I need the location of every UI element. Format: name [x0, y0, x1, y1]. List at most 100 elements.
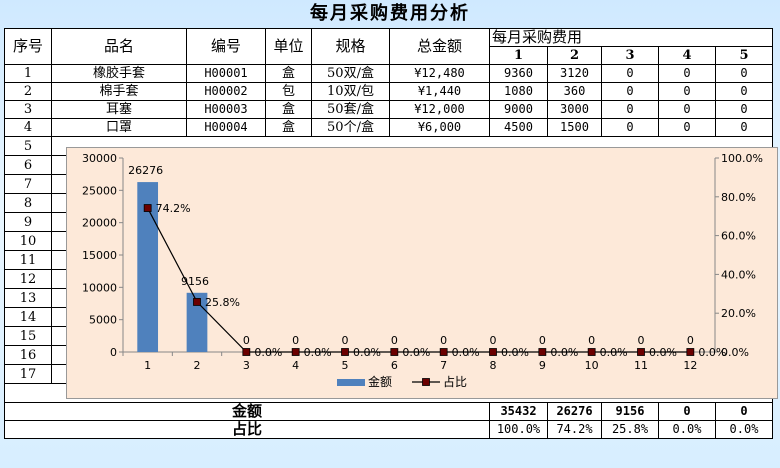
- cell-month[interactable]: 0: [658, 100, 716, 119]
- cell-unit[interactable]: 盒: [265, 118, 312, 137]
- cell-month[interactable]: 9360: [489, 64, 548, 83]
- header-seq[interactable]: 序号: [4, 28, 52, 65]
- cell-month[interactable]: 4500: [489, 118, 548, 137]
- cell-seq[interactable]: 16: [4, 345, 52, 365]
- cell-month[interactable]: 360: [547, 82, 602, 101]
- header-total[interactable]: 总金额: [389, 28, 490, 65]
- line-point: [538, 348, 547, 356]
- cell-code[interactable]: H00004: [186, 118, 266, 137]
- header-month[interactable]: 3: [601, 46, 659, 65]
- cell-spec[interactable]: 50个/盒: [311, 118, 390, 137]
- bar-data-label: 0: [292, 334, 299, 347]
- cell-month[interactable]: 0: [601, 64, 659, 83]
- header-unit[interactable]: 单位: [265, 28, 312, 65]
- cell-spec[interactable]: 10双/包: [311, 82, 390, 101]
- x-tick-label: 10: [585, 359, 599, 372]
- cell-total[interactable]: ¥6,000: [389, 118, 490, 137]
- bar-data-label: 0: [687, 334, 694, 347]
- y-right-tick-label: 80.0%: [721, 191, 756, 204]
- y-left-tick-label: 30000: [82, 152, 117, 165]
- cell-unit[interactable]: 盒: [265, 64, 312, 83]
- cell-month[interactable]: 9000: [489, 100, 548, 119]
- header-spec[interactable]: 规格: [311, 28, 390, 65]
- cell-total[interactable]: ¥12,000: [389, 100, 490, 119]
- header-month[interactable]: 2: [547, 46, 602, 65]
- cell-seq[interactable]: 7: [4, 174, 52, 194]
- cell-month[interactable]: 0: [601, 100, 659, 119]
- cell-month[interactable]: 3120: [547, 64, 602, 83]
- purchase-chart[interactable]: 0 5000 10000 15000 20000 25000 30000 0.0% 20.0% 4…: [66, 147, 778, 399]
- cell-month[interactable]: 0: [658, 118, 716, 137]
- summary-amount-month[interactable]: 9156: [601, 402, 659, 421]
- summary-ratio-month[interactable]: 0.0%: [715, 420, 773, 439]
- summary-amount-total[interactable]: 35432: [489, 402, 548, 421]
- summary-amount-month[interactable]: 0: [658, 402, 716, 421]
- cell-seq[interactable]: 11: [4, 250, 52, 270]
- cell-seq[interactable]: 8: [4, 193, 52, 213]
- summary-ratio-total[interactable]: 100.0%: [489, 420, 548, 439]
- cell-seq[interactable]: 5: [4, 136, 52, 156]
- header-month[interactable]: 5: [715, 46, 773, 65]
- cell-month[interactable]: 0: [715, 64, 773, 83]
- cell-seq[interactable]: 4: [4, 118, 52, 137]
- cell-code[interactable]: H00002: [186, 82, 266, 101]
- cell-name[interactable]: 棉手套: [51, 82, 187, 101]
- x-tick-label: 5: [342, 359, 349, 372]
- cell-month[interactable]: 0: [658, 82, 716, 101]
- y-left-tick-label: 5000: [89, 314, 117, 327]
- cell-month[interactable]: 0: [658, 64, 716, 83]
- cell-month[interactable]: 0: [601, 118, 659, 137]
- line-data-label: 25.8%: [205, 296, 240, 309]
- cell-seq[interactable]: 15: [4, 326, 52, 346]
- header-month[interactable]: 4: [658, 46, 716, 65]
- cell-spec[interactable]: 50套/盒: [311, 100, 390, 119]
- header-name[interactable]: 品名: [51, 28, 187, 65]
- cell-unit[interactable]: 包: [265, 82, 312, 101]
- cell-seq[interactable]: 12: [4, 269, 52, 289]
- cell-seq[interactable]: 2: [4, 82, 52, 101]
- cell-seq[interactable]: 1: [4, 64, 52, 83]
- cell-month[interactable]: 0: [715, 82, 773, 101]
- cell-seq[interactable]: 3: [4, 100, 52, 119]
- line-point: [341, 348, 349, 356]
- summary-ratio-month[interactable]: 25.8%: [601, 420, 659, 439]
- cell-name[interactable]: 耳塞: [51, 100, 187, 119]
- summary-amount-label[interactable]: 金额: [4, 402, 490, 421]
- line-data-label: 0.0%: [304, 346, 332, 359]
- cell-seq[interactable]: 13: [4, 288, 52, 308]
- line-point: [637, 348, 645, 356]
- cell-name[interactable]: 橡胶手套: [51, 64, 187, 83]
- cell-code[interactable]: H00003: [186, 100, 266, 119]
- line-data-label: 0.0%: [402, 346, 430, 359]
- cell-seq[interactable]: 14: [4, 307, 52, 327]
- summary-ratio-label[interactable]: 占比: [4, 420, 490, 439]
- cell-seq[interactable]: 9: [4, 212, 52, 232]
- x-tick-label: 12: [683, 359, 697, 372]
- cell-seq[interactable]: 17: [4, 364, 52, 384]
- summary-amount-month[interactable]: 26276: [547, 402, 602, 421]
- bar-data-label: 0: [588, 334, 595, 347]
- summary-amount-month[interactable]: 0: [715, 402, 773, 421]
- summary-ratio-month[interactable]: 0.0%: [658, 420, 716, 439]
- cell-unit[interactable]: 盒: [265, 100, 312, 119]
- bar-data-label: 9156: [181, 275, 209, 288]
- cell-month[interactable]: 3000: [547, 100, 602, 119]
- cell-spec[interactable]: 50双/盒: [311, 64, 390, 83]
- cell-month[interactable]: 0: [715, 118, 773, 137]
- cell-month[interactable]: 0: [601, 82, 659, 101]
- cell-total[interactable]: ¥12,480: [389, 64, 490, 83]
- cell-seq[interactable]: 6: [4, 155, 52, 175]
- header-month[interactable]: 1: [489, 46, 548, 65]
- bar-data-label: 0: [243, 334, 250, 347]
- cell-month[interactable]: 1500: [547, 118, 602, 137]
- header-code[interactable]: 编号: [186, 28, 266, 65]
- y-right-tick-label: 100.0%: [721, 152, 763, 165]
- cell-month[interactable]: 0: [715, 100, 773, 119]
- header-monthly[interactable]: 每月采购费用: [489, 28, 773, 47]
- cell-name[interactable]: 口罩: [51, 118, 187, 137]
- cell-month[interactable]: 1080: [489, 82, 548, 101]
- cell-total[interactable]: ¥1,440: [389, 82, 490, 101]
- cell-code[interactable]: H00001: [186, 64, 266, 83]
- cell-seq[interactable]: 10: [4, 231, 52, 251]
- summary-ratio-month[interactable]: 74.2%: [547, 420, 602, 439]
